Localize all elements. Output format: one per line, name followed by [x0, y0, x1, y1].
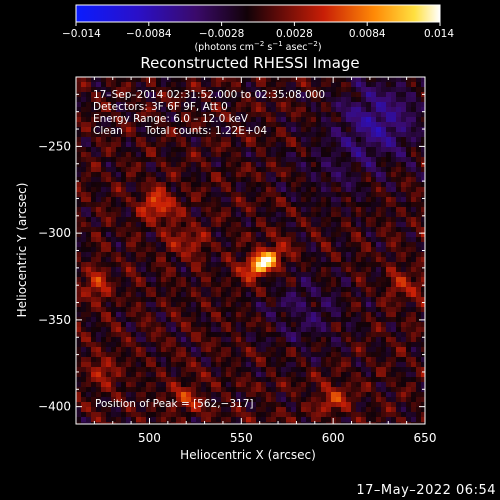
- info-line-energy: Energy Range: 6.0 – 12.0 keV: [93, 113, 249, 125]
- colorbar-tick-label: −0.0028: [199, 28, 245, 40]
- colorbar-units: (photons cm−2 s−1 asec−2): [194, 40, 321, 53]
- colorbar-tick-label: 0.0028: [276, 28, 313, 40]
- colorbar-tick-label: 0.0084: [349, 28, 386, 40]
- colorbar-tick-label: 0.014: [424, 28, 454, 40]
- x-tick-label: 550: [230, 431, 253, 445]
- info-line-time: 17–Sep–2014 02:31:52.000 to 02:35:08.000: [93, 89, 325, 101]
- x-tick-label: 650: [414, 431, 437, 445]
- x-axis-title: Heliocentric X (arcsec): [180, 448, 316, 462]
- colorbar-ticks: −0.014 −0.0084 −0.0028 0.0028 0.0084 0.014: [62, 22, 454, 40]
- chart-title: Reconstructed RHESSI Image: [140, 54, 359, 72]
- y-tick-label: −400: [38, 400, 71, 414]
- info-line-detectors: Detectors: 3F 6F 9F, Att 0: [93, 101, 228, 113]
- y-tick-label: −300: [38, 226, 71, 240]
- y-tick-label: −250: [38, 139, 71, 153]
- colorbar-tick-label: −0.0084: [126, 28, 172, 40]
- y-tick-label: −350: [38, 313, 71, 327]
- peak-position-label: Position of Peak = [562,−317]: [95, 398, 254, 410]
- info-annotation: 17–Sep–2014 02:31:52.000 to 02:35:08.000…: [93, 89, 325, 137]
- colorbar: [75, 4, 441, 23]
- info-line-counts: Total counts: 1.22E+04: [144, 125, 267, 137]
- timestamp: 17–May–2022 06:54: [356, 483, 496, 498]
- y-axis-title: Heliocentric Y (arcsec): [15, 183, 29, 318]
- x-axis-ticks: 500 550 600 650: [93, 77, 437, 445]
- x-tick-label: 600: [322, 431, 345, 445]
- x-tick-label: 500: [138, 431, 161, 445]
- colorbar-tick-label: −0.014: [62, 28, 101, 40]
- heatmap-image: [76, 77, 425, 424]
- y-axis-ticks: −250 −300 −350 −400: [38, 93, 425, 414]
- info-line-clean: Clean: [93, 125, 123, 137]
